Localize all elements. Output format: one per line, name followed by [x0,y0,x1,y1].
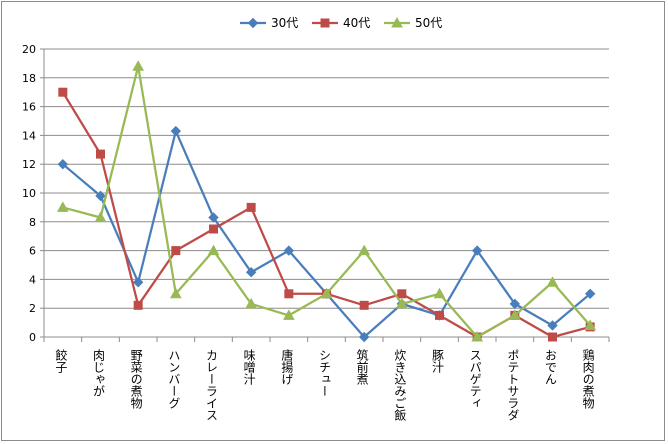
y-tick-label: 14 [22,129,36,142]
data-point [246,202,256,212]
x-tick-label: 筑前煮 [355,348,369,386]
y-tick-label: 10 [22,187,36,200]
y-tick-label: 6 [29,245,36,258]
x-tick-label: おでん [544,349,558,385]
y-tick-label: 12 [22,158,36,171]
legend-item-2: 40代 [312,16,370,30]
legend-label: 40代 [343,16,370,30]
data-point [170,125,182,137]
data-point [133,300,143,310]
x-tick-label: 餃子 [54,348,68,373]
x-tick-label: スパゲティ [468,349,482,409]
x-tick-label: シチュー [318,349,332,397]
x-tick-label: ポテトサラダ [506,349,520,421]
x-tick-label: 豚汁 [431,349,445,374]
data-point [57,158,69,170]
x-tick-label: 肉じゃが [92,349,106,397]
data-point [508,309,521,320]
data-point [471,330,484,342]
data-point [433,287,446,299]
data-point [169,287,182,299]
y-tick-label: 20 [22,43,36,56]
data-point [284,289,294,299]
data-point [435,310,444,320]
data-point [547,320,558,331]
data-point [56,201,69,212]
legend-label: 30代 [271,16,298,30]
x-tick-label: 炊き込みご飯 [393,349,407,421]
data-point [245,266,257,278]
y-tick-label: 8 [29,216,36,229]
data-point [546,276,559,287]
data-point [358,244,371,256]
data-point [132,60,145,71]
x-tick-label: 味噌汁 [242,349,256,386]
y-tick-label: 2 [29,302,36,315]
data-point [548,332,557,342]
legend-marker [391,16,403,28]
data-point [94,211,107,222]
legend-item-3: 50代 [384,16,442,30]
data-point [209,224,218,234]
data-point [58,87,68,97]
y-tick-label: 0 [29,331,36,344]
x-tick-label: 野菜の煮物 [129,349,143,409]
data-point [283,245,295,256]
series-3 [56,60,597,342]
data-point [207,244,220,256]
data-point [95,190,106,202]
data-point [282,309,295,320]
data-point [132,277,144,288]
legend: 30代 40代 50代 [240,16,442,30]
data-point [359,300,369,310]
axes [40,48,610,342]
data-point [584,319,597,330]
data-point [208,212,219,223]
data-point [397,289,407,299]
legend-marker [320,18,330,28]
axis-labels: 0 2 4 6 8 10 12 14 16 18 20 餃子 肉じゃが 野菜の煮物 ハンバーグ カレーライス 味… [22,43,595,421]
data-point [471,245,483,256]
data-point [171,246,181,256]
series-lines [56,60,597,343]
data-point [509,298,521,310]
legend-label: 50代 [415,16,442,30]
data-point [320,287,333,299]
x-tick-label: ハンバーグ [167,349,181,409]
y-tick-label: 16 [22,101,36,114]
y-tick-label: 4 [29,273,36,286]
data-point [96,149,105,159]
x-tick-label: 唐揚げ [280,348,294,385]
legend-item-1: 30代 [240,16,298,30]
x-tick-label: カレーライス [205,349,219,421]
x-tick-label: 鶏肉の煮物 [581,349,595,409]
data-point [245,297,258,309]
data-point [358,331,370,343]
data-point [584,288,596,300]
legend-marker [247,17,259,29]
data-point [395,297,408,309]
y-tick-label: 18 [22,72,36,85]
